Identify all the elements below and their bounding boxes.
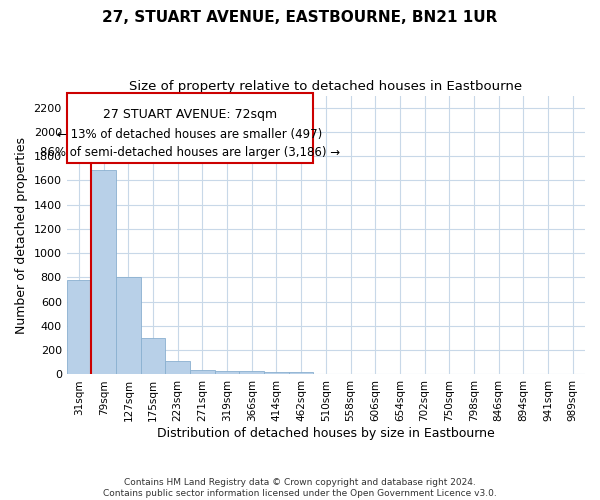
Bar	[166, 361, 190, 374]
Bar	[215, 371, 239, 374]
Text: 27, STUART AVENUE, EASTBOURNE, BN21 1UR: 27, STUART AVENUE, EASTBOURNE, BN21 1UR	[103, 10, 497, 25]
Text: Contains HM Land Registry data © Crown copyright and database right 2024.
Contai: Contains HM Land Registry data © Crown c…	[103, 478, 497, 498]
Bar	[116, 278, 141, 374]
Bar	[67, 280, 91, 374]
Text: 86% of semi-detached houses are larger (3,186) →: 86% of semi-detached houses are larger (…	[40, 146, 340, 158]
Y-axis label: Number of detached properties: Number of detached properties	[15, 136, 28, 334]
Bar	[264, 372, 289, 374]
Bar	[141, 338, 166, 374]
Text: 27 STUART AVENUE: 72sqm: 27 STUART AVENUE: 72sqm	[103, 108, 277, 122]
Title: Size of property relative to detached houses in Eastbourne: Size of property relative to detached ho…	[129, 80, 523, 93]
Bar	[91, 170, 116, 374]
Bar	[190, 370, 215, 374]
Text: ← 13% of detached houses are smaller (497): ← 13% of detached houses are smaller (49…	[58, 128, 323, 141]
Bar	[239, 371, 264, 374]
Bar	[289, 372, 313, 374]
X-axis label: Distribution of detached houses by size in Eastbourne: Distribution of detached houses by size …	[157, 427, 495, 440]
